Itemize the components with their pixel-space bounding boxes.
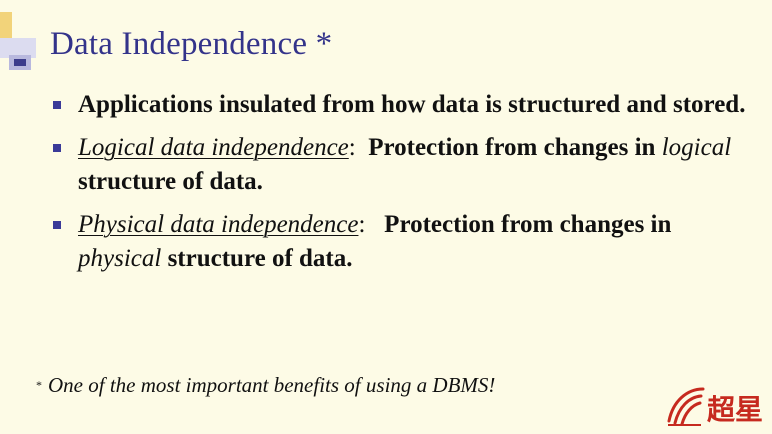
bullet-text-before: Protection from changes in [365,211,678,238]
bullet-item-logical: Logical data independence: Protection fr… [50,131,760,199]
term-physical-data-independence: Physical data independence [78,211,359,238]
decorative-navy-block [9,55,31,70]
decorative-lavender-block [0,38,36,58]
term-colon: : [358,211,366,238]
bullet-item-applications: Applications insulated from how data is … [50,88,760,122]
bullet-square-icon [53,144,61,152]
slide-title: Data Independence * [50,26,333,62]
bullet-list: Applications insulated from how data is … [50,88,760,286]
footnote-text: One of the most important benefits of us… [48,373,496,397]
bullet-text-before: Protection from changes in [355,134,662,161]
bullet-square-icon [53,101,61,109]
bullet-text-after: structure of data. [161,245,353,272]
bullet-text-after: structure of data. [78,168,263,195]
term-colon: : [348,134,356,161]
watermark-text: 超星 [707,393,763,426]
bullet-text: Applications insulated from how data is … [78,91,746,118]
emphasis-physical: physical [78,245,162,272]
footnote: * One of the most important benefits of u… [36,373,495,398]
watermark-logo-icon: 超星 [667,387,763,426]
bullet-item-physical: Physical data independence: Protection f… [50,208,760,276]
footnote-marker: * [36,378,42,392]
watermark-logo: 超星 [665,381,769,429]
emphasis-logical: logical [661,134,732,161]
decorative-gold-block [0,12,12,38]
bullet-square-icon [53,221,61,229]
term-logical-data-independence: Logical data independence [78,134,349,161]
